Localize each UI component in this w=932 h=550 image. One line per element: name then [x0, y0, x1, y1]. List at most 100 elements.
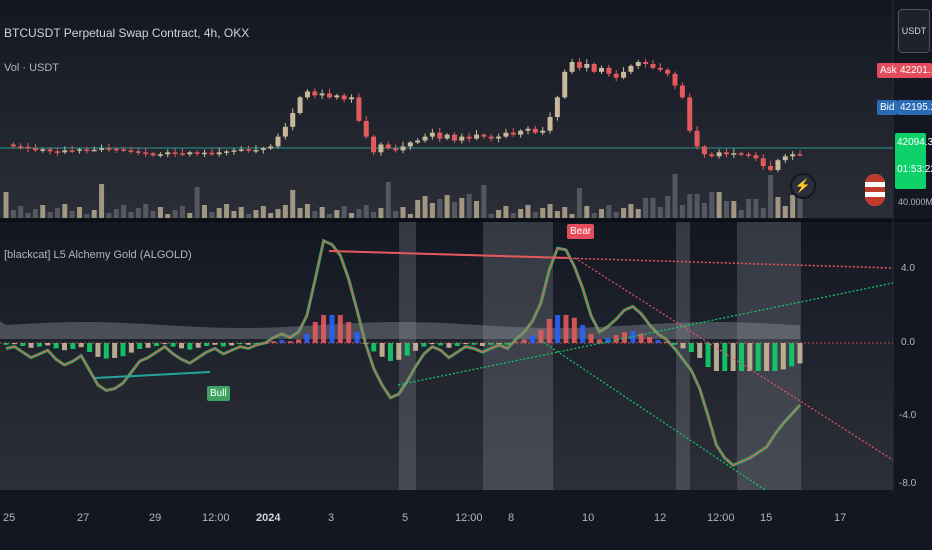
- histogram-bar: [555, 315, 561, 343]
- volume-bar: [790, 195, 796, 218]
- volume-bar: [488, 214, 494, 218]
- volume-bar: [775, 197, 781, 218]
- candle-body: [650, 63, 656, 68]
- histogram-bar: [204, 343, 210, 346]
- histogram-bar: [713, 343, 719, 371]
- volume-bar: [407, 214, 413, 218]
- volume-bar: [723, 201, 729, 218]
- candle-body: [121, 149, 127, 151]
- candle-body: [760, 158, 766, 167]
- candle-body: [459, 136, 465, 141]
- histogram-bar: [605, 337, 611, 343]
- histogram-bar: [78, 343, 84, 348]
- candle-body: [378, 144, 384, 153]
- volume-bar: [150, 211, 156, 218]
- last-price-badge: 42094.3 01:53:22: [895, 133, 932, 189]
- highlight-band-1: [483, 222, 553, 490]
- x-tick-label: 12:00: [455, 512, 483, 524]
- bull-label: Bull: [207, 386, 230, 401]
- volume-bar: [216, 208, 222, 218]
- volume-bar: [84, 214, 90, 218]
- histogram-bar: [396, 343, 402, 360]
- x-tick-label: 2024: [256, 512, 281, 524]
- histogram-bar: [789, 343, 795, 367]
- volume-bar: [738, 210, 744, 218]
- candle-body: [400, 146, 406, 151]
- candle-body: [246, 149, 252, 151]
- candle-body: [187, 152, 193, 155]
- currency-button[interactable]: USDT: [898, 9, 930, 53]
- candle-body: [260, 148, 266, 150]
- candle-body: [209, 152, 215, 155]
- volume-bar: [304, 204, 310, 218]
- volume-bar: [378, 208, 384, 218]
- histogram-bar: [438, 343, 444, 346]
- candle-body: [723, 152, 729, 155]
- candle-body: [77, 149, 83, 151]
- histogram-bar: [797, 343, 803, 364]
- candle-body: [768, 166, 774, 170]
- volume-label: Vol · USDT: [4, 62, 60, 74]
- volume-bar: [415, 200, 421, 218]
- volume-axis-value: 40.000M: [898, 197, 932, 207]
- candle-body: [341, 95, 347, 100]
- volume-bar: [496, 210, 502, 218]
- ind-ytick-4: 4.0: [901, 263, 915, 274]
- histogram-bar: [354, 332, 360, 343]
- volume-bar: [187, 213, 193, 218]
- us-flag-icon[interactable]: [865, 174, 885, 206]
- candle-body: [157, 154, 163, 156]
- candle-body: [694, 130, 700, 147]
- candle-body: [599, 67, 604, 72]
- candle-body: [716, 152, 722, 157]
- histogram-bar: [722, 343, 728, 371]
- histogram-bar: [112, 343, 118, 358]
- histogram-bar: [454, 343, 460, 346]
- lightning-icon[interactable]: ⚡: [790, 173, 816, 199]
- histogram-bar: [337, 315, 343, 343]
- candle-body: [782, 156, 788, 161]
- ask-value: 42201.1: [897, 63, 932, 78]
- histogram-bar: [229, 343, 235, 346]
- volume-bar: [628, 204, 634, 218]
- candle-body: [172, 152, 178, 154]
- volume-bar: [554, 211, 560, 218]
- volume-bar: [54, 208, 60, 218]
- volume-bar: [753, 199, 759, 218]
- histogram-bar: [45, 343, 51, 346]
- histogram-bar: [137, 343, 143, 349]
- candle-body: [444, 134, 450, 139]
- volume-bar: [716, 192, 722, 218]
- histogram-bar: [513, 341, 519, 343]
- volume-bar: [760, 208, 766, 218]
- volume-bar: [650, 198, 656, 218]
- histogram-bar: [387, 343, 393, 361]
- volume-bar: [18, 206, 24, 218]
- ind-ytick-0: 0.0: [901, 337, 915, 348]
- pane-divider: [0, 219, 932, 222]
- volume-bar: [481, 185, 487, 218]
- histogram-bar: [446, 343, 452, 348]
- histogram-bar: [120, 343, 126, 357]
- volume-bar: [326, 214, 332, 218]
- histogram-bar: [11, 343, 17, 345]
- candle-body: [518, 130, 524, 135]
- histogram-bar: [128, 343, 134, 353]
- grey-band: [0, 321, 800, 339]
- candle-body: [224, 151, 230, 153]
- volume-bar: [121, 205, 127, 218]
- candle-body: [474, 134, 480, 139]
- histogram-bar: [588, 334, 594, 343]
- candle-body: [135, 151, 141, 153]
- resistance-line-solid: [328, 250, 571, 259]
- candle-body: [356, 97, 362, 121]
- histogram-bar: [3, 343, 9, 345]
- countdown-timer: 01:53:22: [897, 164, 932, 175]
- candle-body: [657, 67, 663, 70]
- volume-bar: [665, 196, 671, 218]
- volume-bar: [621, 208, 627, 218]
- histogram-bar: [688, 343, 694, 352]
- volume-bar: [135, 208, 141, 218]
- volume-bar: [768, 175, 774, 218]
- ind-ytick-neg8: -8.0: [899, 478, 917, 489]
